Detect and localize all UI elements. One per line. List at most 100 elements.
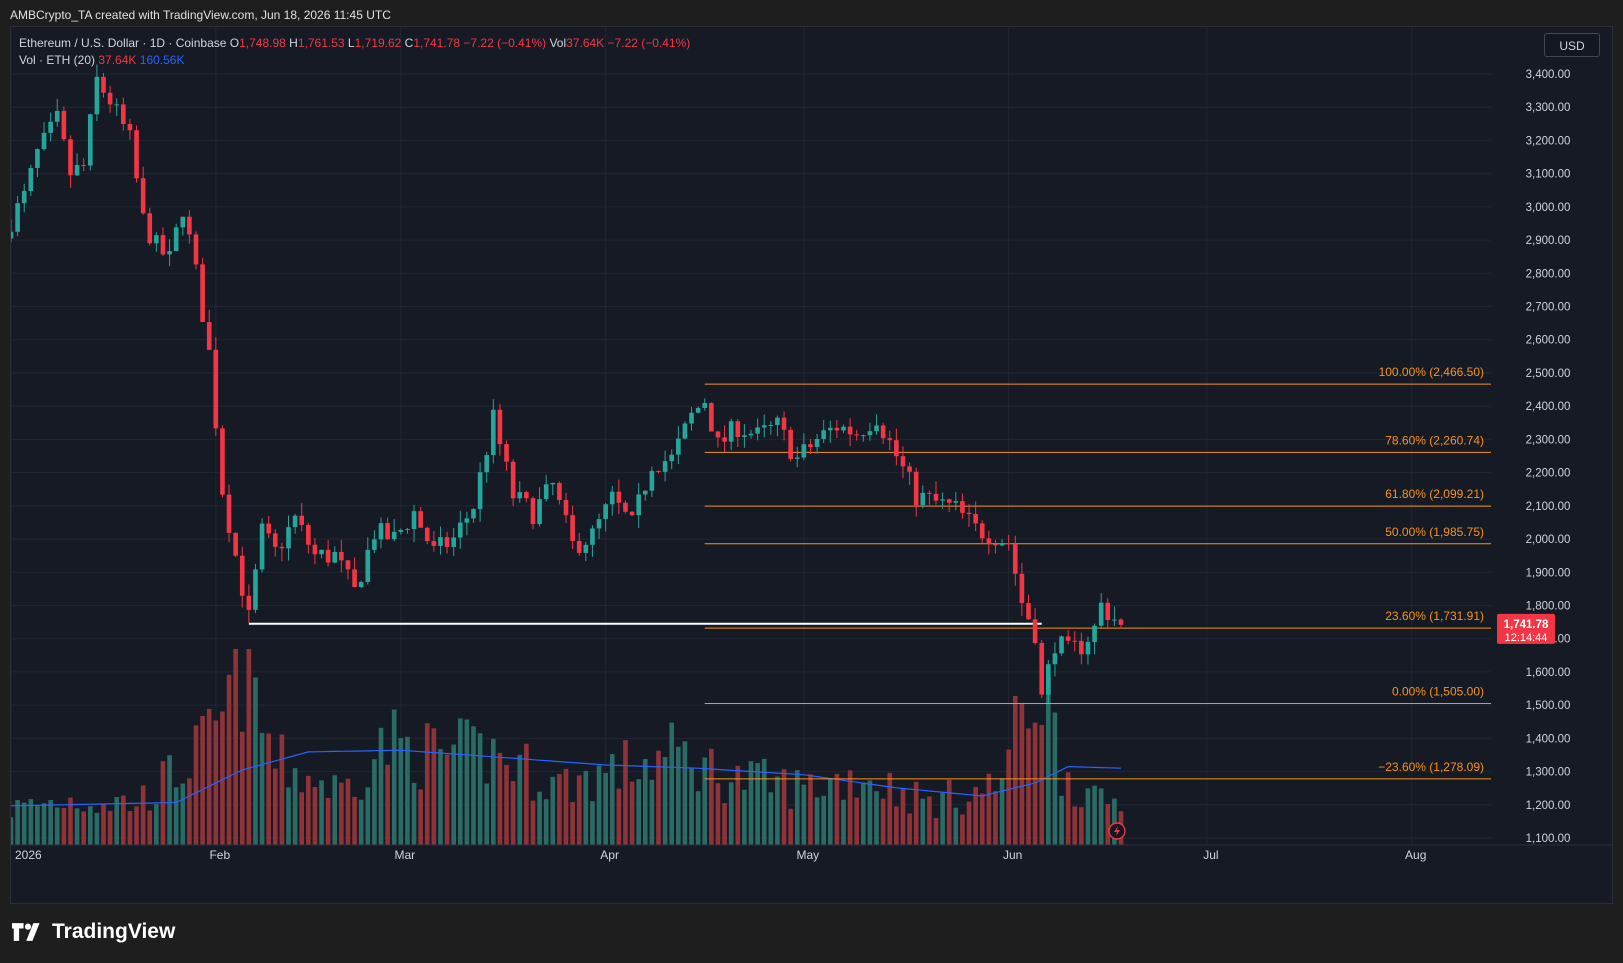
- volume-bar: [81, 811, 86, 845]
- month-label: Aug: [1405, 848, 1426, 862]
- candle-body: [821, 430, 826, 439]
- candle-body: [398, 529, 404, 532]
- symbol-title[interactable]: Ethereum / U.S. Dollar · 1D · Coinbase: [19, 36, 227, 50]
- volume-bar: [576, 775, 582, 845]
- volume-bar: [1085, 788, 1091, 845]
- candle-body: [35, 149, 40, 168]
- price-tick-label: 1,300.00: [1526, 767, 1571, 779]
- volume-bar: [253, 677, 258, 845]
- candle-body: [742, 435, 747, 437]
- candle-body: [74, 164, 80, 176]
- candle-body: [173, 227, 179, 252]
- volume-bar: [715, 783, 721, 845]
- lightning-icon[interactable]: [1108, 822, 1126, 840]
- volume-bar: [154, 804, 159, 845]
- currency-button[interactable]: USD: [1544, 33, 1600, 57]
- candle-body: [960, 501, 965, 513]
- volume-bar: [87, 806, 93, 845]
- candle-body: [226, 494, 232, 533]
- candle-body: [431, 541, 437, 546]
- last-price-value: 1,741.78: [1504, 619, 1549, 631]
- price-tick-label: 3,300.00: [1526, 102, 1571, 114]
- volume-bar: [424, 723, 430, 845]
- fib-level-label: 78.60% (2,260.74): [1385, 433, 1484, 447]
- candle-body: [1112, 619, 1117, 621]
- volume-bar: [306, 775, 311, 845]
- price-axis[interactable]: 1,100.00 1,200.00 1,300.00 1,400.00 1,500.00…: [1526, 69, 1571, 845]
- candle-body: [411, 511, 417, 529]
- candle-body: [979, 523, 985, 539]
- volume-bar: [583, 770, 589, 845]
- volume-bar: [1072, 806, 1078, 845]
- volume-bar: [827, 778, 833, 845]
- price-tick-label: 2,600.00: [1526, 335, 1571, 347]
- volume-bar: [1012, 695, 1018, 845]
- candle-body: [11, 231, 14, 239]
- volume-indicator-title[interactable]: Vol · ETH (20): [19, 53, 96, 67]
- volume-bar: [913, 781, 919, 845]
- candle-body: [933, 493, 939, 501]
- candle-body: [471, 509, 476, 519]
- volume-ma-line: [11, 749, 1122, 807]
- candle-body: [87, 114, 93, 166]
- volume-bar: [1105, 803, 1111, 845]
- candle-body: [352, 569, 357, 587]
- fib-level-label: 0.00% (1,505.00): [1392, 684, 1484, 698]
- volume-bar: [748, 761, 754, 845]
- volume-bar: [695, 791, 701, 845]
- fib-level-label: 23.60% (1,731.91): [1385, 609, 1484, 623]
- fib-retracement[interactable]: 100.00% (2,466.50) 78.60% (2,260.74) 61.80…: [704, 365, 1491, 780]
- volume-bar: [180, 783, 186, 845]
- candle-body: [147, 213, 153, 244]
- candle-body: [861, 435, 866, 437]
- candle-body: [345, 560, 351, 570]
- price-tick-label: 2,400.00: [1526, 401, 1571, 413]
- candle-body: [847, 426, 853, 435]
- volume-bar: [960, 814, 965, 845]
- volume-bars: [11, 649, 1124, 845]
- candle-body: [973, 513, 978, 524]
- candle-body: [722, 437, 727, 442]
- volume-bar: [788, 808, 793, 845]
- volume-bar: [821, 795, 826, 845]
- candle-body: [418, 511, 423, 528]
- month-label: Mar: [394, 848, 415, 862]
- candle-body: [68, 139, 73, 176]
- candle-body: [867, 431, 873, 436]
- volume-bar: [187, 778, 192, 845]
- price-chart[interactable]: 100.00% (2,466.50) 78.60% (2,260.74) 61.80…: [11, 27, 1612, 903]
- candle-body: [259, 523, 265, 570]
- candle-body: [510, 461, 516, 499]
- volume-bar: [286, 787, 291, 845]
- time-axis[interactable]: 2026 Feb Mar Apr May Jun Jul Aug: [11, 844, 1612, 862]
- volume-bar: [794, 770, 800, 845]
- candle-body: [557, 482, 562, 500]
- price-tick-label: 3,400.00: [1526, 69, 1571, 81]
- candle-body: [1019, 573, 1025, 604]
- month-label: Jul: [1203, 848, 1218, 862]
- volume-bar: [167, 755, 172, 845]
- volume-bar: [629, 781, 635, 845]
- volume-bar: [669, 722, 675, 845]
- candle-body: [814, 438, 820, 447]
- candle-body: [576, 540, 582, 553]
- price-tick-label: 1,200.00: [1526, 800, 1571, 812]
- candle-body: [768, 424, 774, 426]
- candle-body: [986, 538, 992, 545]
- volume-bar: [775, 776, 780, 845]
- volume-bar: [134, 806, 139, 845]
- tradingview-brand[interactable]: TradingView: [12, 920, 175, 944]
- candle-body: [372, 539, 377, 550]
- volume-bar: [623, 740, 628, 845]
- candle-body: [695, 407, 701, 413]
- volume-bar: [768, 792, 774, 845]
- volume-bar: [510, 781, 516, 845]
- volume-bar: [147, 810, 153, 845]
- candle-body: [1065, 636, 1071, 641]
- volume-bar: [570, 801, 575, 845]
- candle-body: [41, 132, 47, 150]
- volume-bar: [722, 803, 727, 845]
- chart-panel[interactable]: 100.00% (2,466.50) 78.60% (2,260.74) 61.80…: [10, 26, 1613, 904]
- volume-bar: [596, 765, 602, 845]
- volume-bar: [689, 768, 694, 845]
